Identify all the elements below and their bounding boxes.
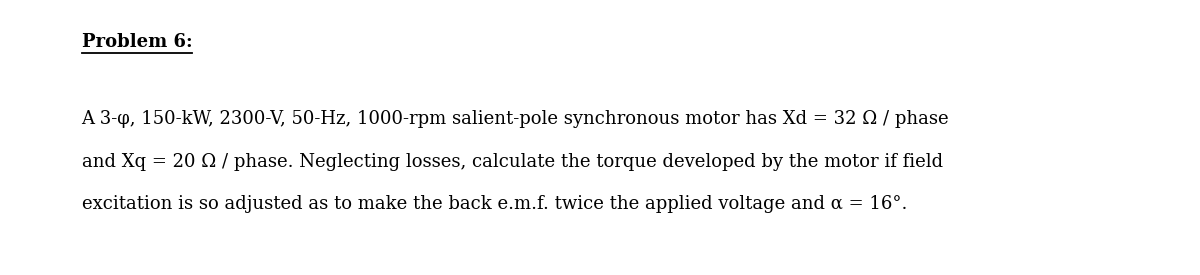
Text: Problem 6:: Problem 6: [82, 33, 192, 51]
Text: and Xq = 20 Ω / phase. Neglecting losses, calculate the torque developed by the : and Xq = 20 Ω / phase. Neglecting losses… [82, 153, 943, 170]
Text: A 3-φ, 150-kW, 2300-V, 50-Hz, 1000-rpm salient-pole synchronous motor has Xd = 3: A 3-φ, 150-kW, 2300-V, 50-Hz, 1000-rpm s… [82, 110, 949, 128]
Text: excitation is so adjusted as to make the back e.m.f. twice the applied voltage a: excitation is so adjusted as to make the… [82, 195, 907, 213]
